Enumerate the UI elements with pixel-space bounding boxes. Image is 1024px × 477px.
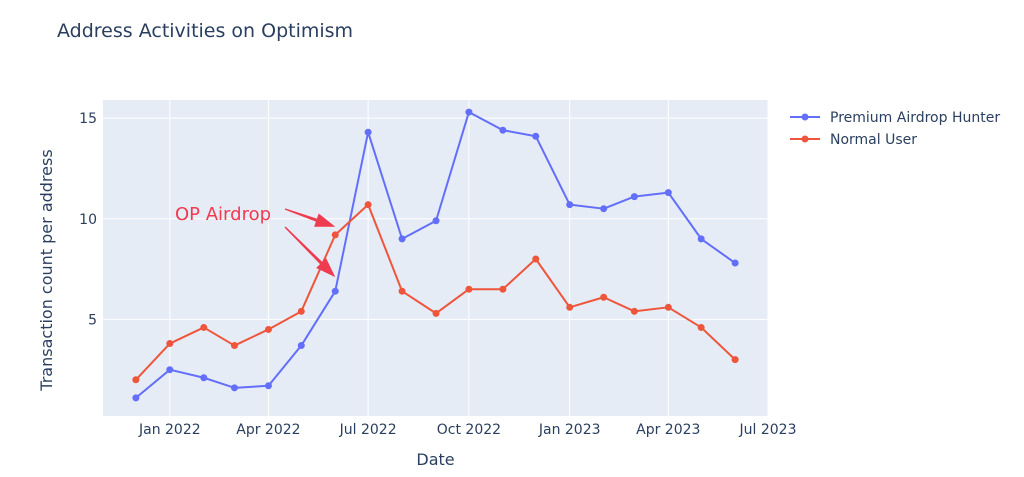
legend-swatch-marker	[801, 113, 809, 121]
data-point	[499, 126, 507, 134]
chart-title: Address Activities on Optimism	[57, 20, 354, 42]
data-point	[331, 287, 339, 295]
data-point	[297, 307, 305, 315]
data-point	[600, 293, 608, 301]
x-axis-title: Date	[416, 450, 454, 469]
y-tick-label: 10	[79, 212, 97, 228]
data-point	[532, 132, 540, 140]
y-axis-title: Transaction count per address	[37, 149, 56, 391]
data-point	[364, 128, 372, 136]
data-point	[566, 201, 574, 209]
data-point	[600, 205, 608, 213]
data-point	[364, 201, 372, 209]
data-point	[132, 394, 140, 402]
x-tick-label: Apr 2023	[636, 422, 700, 438]
data-point	[398, 287, 406, 295]
data-point	[432, 217, 440, 225]
data-point	[532, 255, 540, 263]
data-point	[132, 376, 140, 384]
data-point	[664, 189, 672, 197]
data-point	[264, 325, 272, 333]
data-point	[630, 193, 638, 201]
x-tick-label: Jul 2023	[739, 422, 797, 438]
data-point	[166, 366, 174, 374]
x-tick-label: Jan 2023	[538, 422, 601, 438]
x-tick-label: Oct 2022	[437, 422, 501, 438]
x-tick-label: Apr 2022	[236, 422, 300, 438]
legend-item-2[interactable]: Normal User	[790, 132, 917, 148]
data-point	[499, 285, 507, 293]
annotation-arrow	[284, 226, 336, 278]
y-tick-label: 5	[88, 312, 97, 328]
plot-background	[103, 100, 768, 416]
y-tick-label: 15	[79, 111, 97, 127]
x-tick-label: Jul 2022	[339, 422, 397, 438]
data-point	[331, 231, 339, 239]
data-point	[465, 285, 473, 293]
data-point	[297, 342, 305, 350]
data-point	[398, 235, 406, 243]
data-point	[230, 384, 238, 392]
legend-item-1[interactable]: Premium Airdrop Hunter	[790, 110, 1000, 126]
legend-label: Premium Airdrop Hunter	[830, 110, 1000, 126]
data-point	[697, 235, 705, 243]
x-tick-label: Jan 2022	[138, 422, 201, 438]
annotation-label: OP Airdrop	[175, 204, 271, 225]
data-point	[731, 356, 739, 364]
annotation-arrow	[284, 208, 336, 227]
data-point	[630, 307, 638, 315]
data-point	[731, 259, 739, 267]
data-point	[465, 108, 473, 116]
data-point	[230, 342, 238, 350]
data-point	[200, 374, 208, 382]
legend-label: Normal User	[830, 132, 917, 148]
data-point	[697, 323, 705, 331]
data-point	[166, 340, 174, 348]
legend-swatch-marker	[801, 135, 809, 143]
data-point	[566, 303, 574, 311]
data-point	[264, 382, 272, 390]
data-point	[200, 323, 208, 331]
data-point	[432, 309, 440, 317]
data-point	[664, 303, 672, 311]
